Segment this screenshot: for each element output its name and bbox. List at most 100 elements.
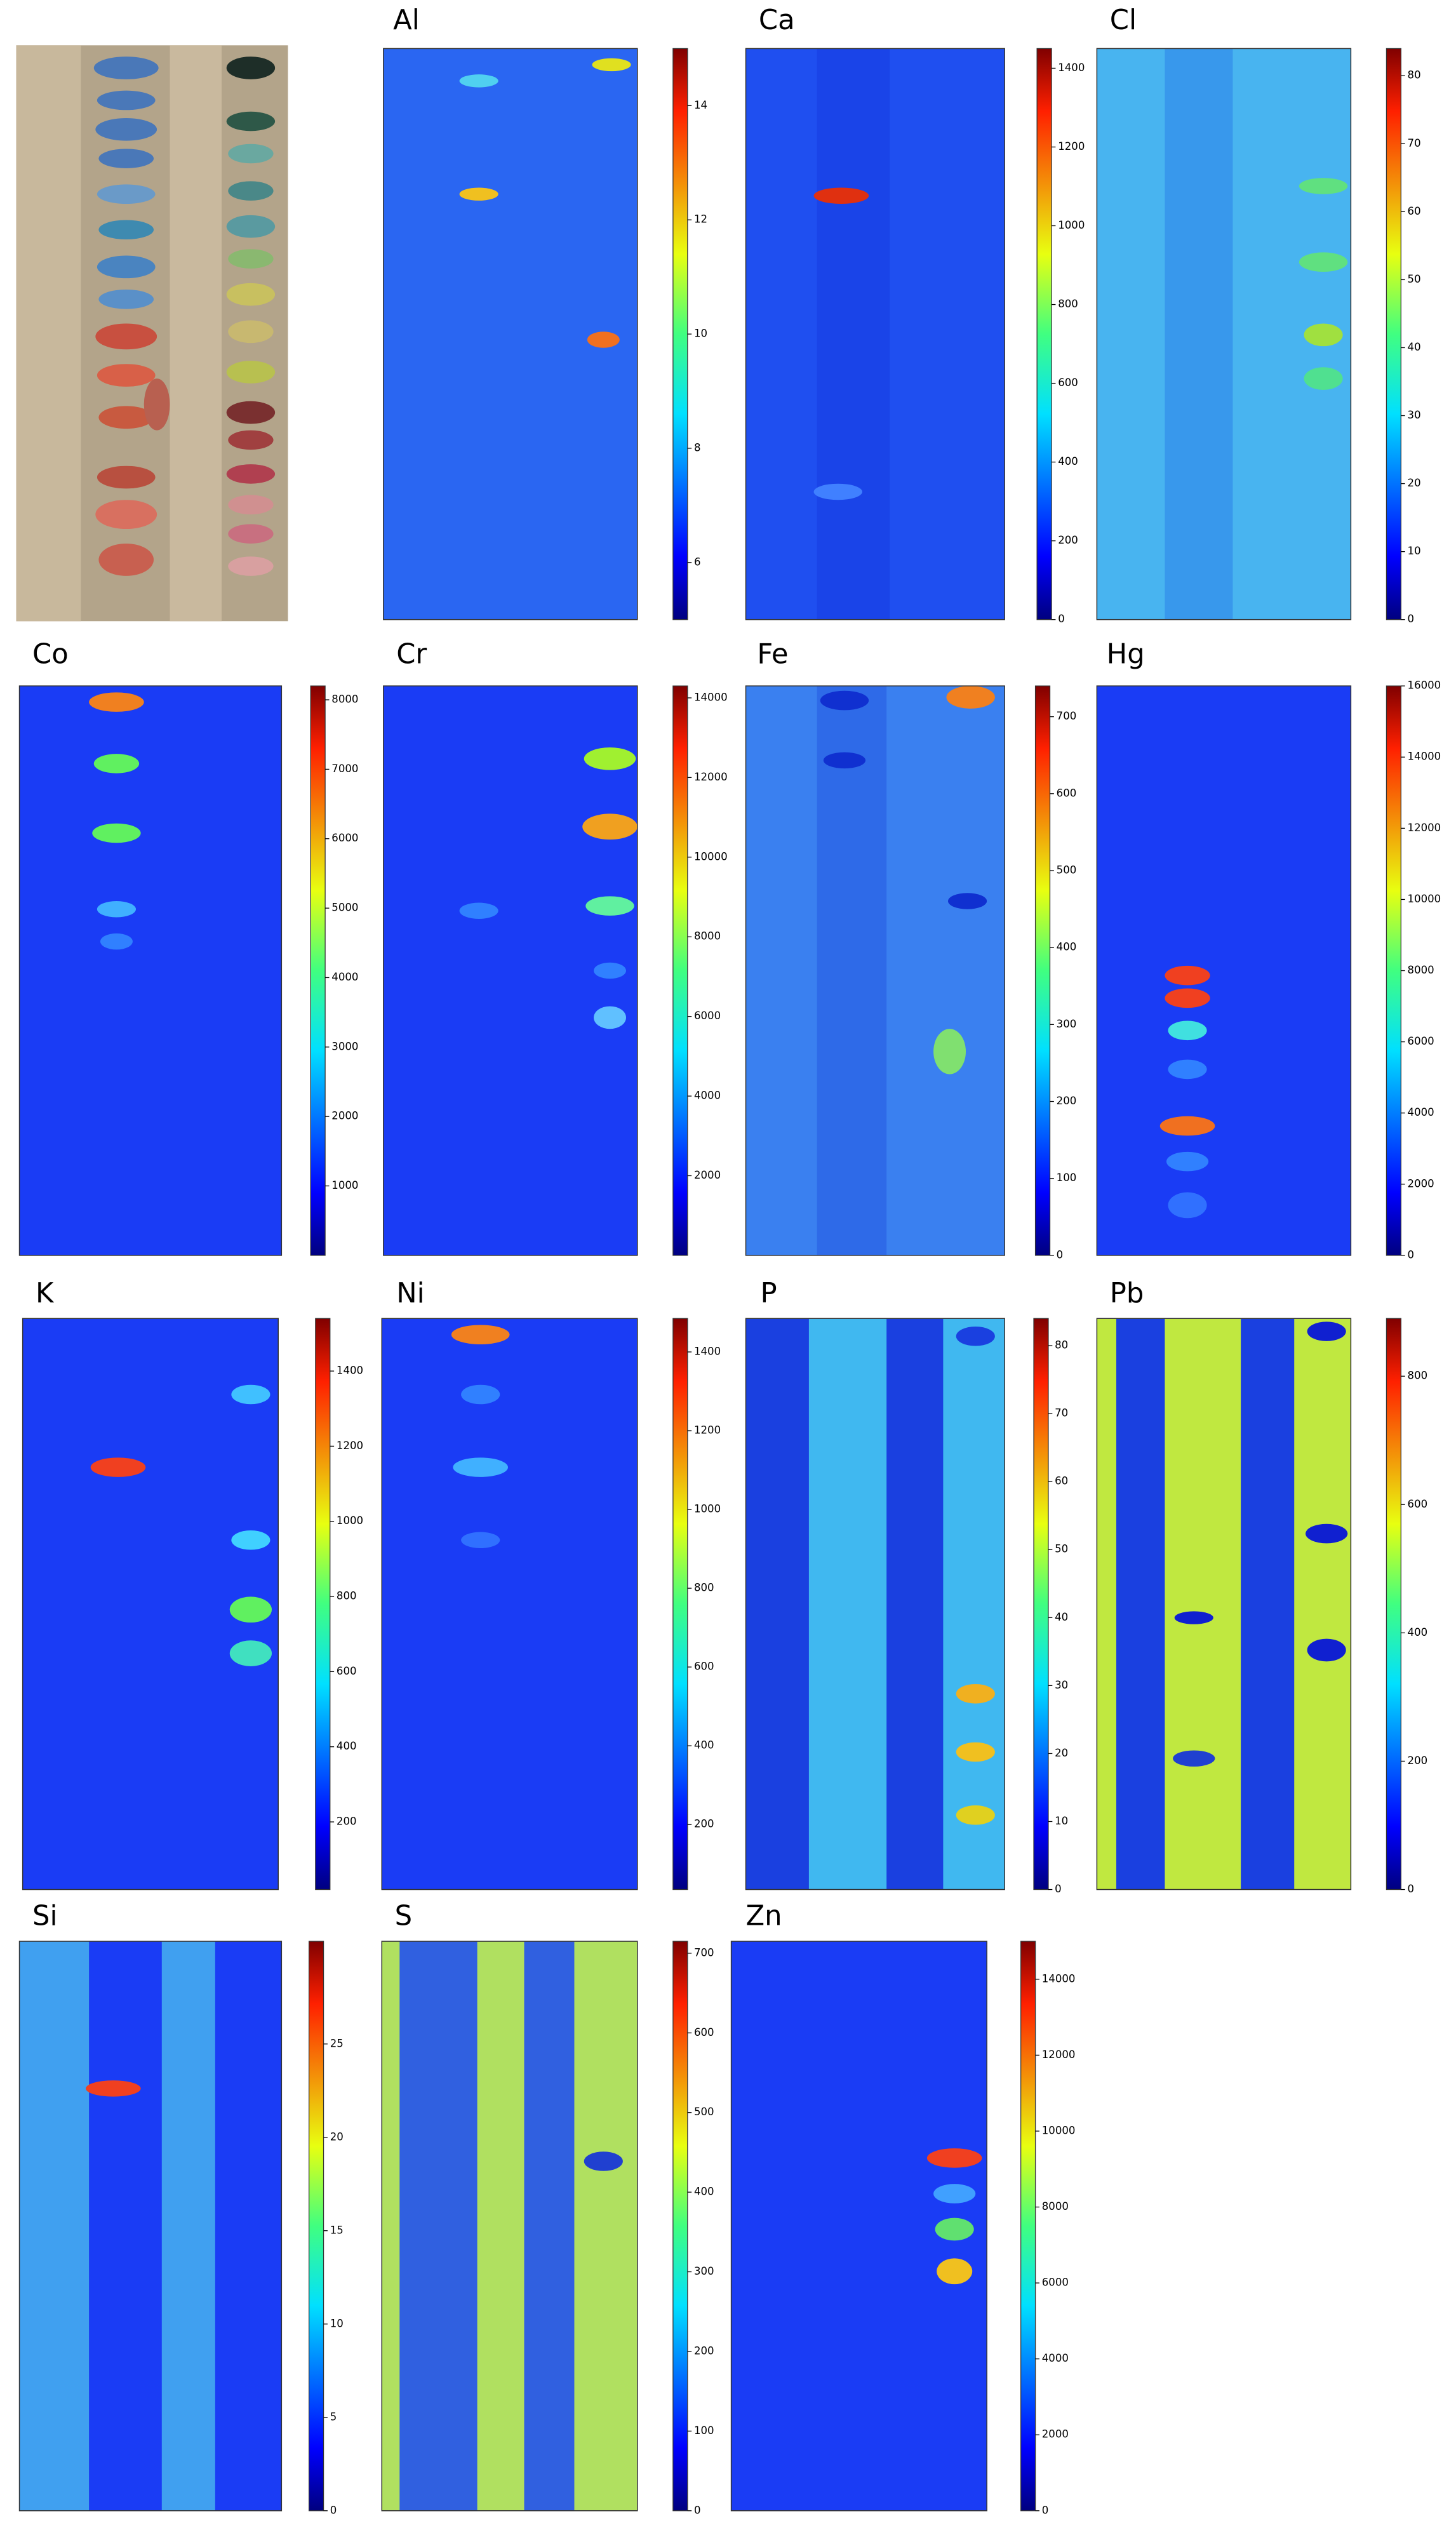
colorbar-tick-label: 4000 — [694, 1090, 721, 1102]
colorbar-tick-label: 6000 — [1042, 2277, 1069, 2289]
colorbar-tick-label: 1400 — [1058, 62, 1085, 74]
colorbar-tick-label: 300 — [694, 2265, 714, 2277]
map-spot — [1159, 1116, 1215, 1136]
map-stripe — [817, 686, 887, 1255]
map-spot — [587, 331, 620, 348]
map-spot — [1174, 1611, 1213, 1624]
map-stripe — [1165, 48, 1233, 620]
map-spot — [93, 754, 140, 773]
map-spot — [1304, 367, 1343, 390]
colorbar-tick-label: 600 — [1408, 1498, 1428, 1510]
panel: Fe 0 100 200 300 400 500 600 700 — [745, 638, 1077, 1261]
map-spot — [86, 2080, 141, 2097]
map-stripe — [524, 1941, 575, 2511]
map-spot — [1166, 1151, 1209, 1172]
panel: Pb 0 200 400 600 800 — [1096, 1278, 1428, 1895]
colorbar-tick-label: 2000 — [1042, 2428, 1069, 2440]
colorbar-tick-label: 800 — [337, 1590, 357, 1602]
map-spot — [1307, 1321, 1346, 1341]
colorbar-tick-label: 400 — [337, 1740, 357, 1752]
map-spot — [1299, 252, 1348, 272]
colorbar-tick-label: 1200 — [337, 1440, 363, 1452]
map-spot — [92, 823, 141, 843]
colorbar-tick-label: 14 — [694, 99, 707, 111]
map-spot — [956, 1742, 995, 1762]
map-spot — [946, 686, 995, 709]
panel-title: Hg — [1107, 638, 1145, 670]
map-spot — [592, 58, 631, 72]
colorbar-tick-label: 200 — [694, 1818, 714, 1830]
colorbar — [1033, 1318, 1049, 1890]
colorbar-tick-label: 800 — [1408, 1370, 1428, 1382]
element-map — [1096, 48, 1352, 620]
colorbar-tick-label: 40 — [1055, 1611, 1068, 1623]
map-spot — [1168, 1059, 1207, 1080]
colorbar-tick-label: 10 — [330, 2317, 344, 2329]
map-spot — [90, 1457, 146, 1477]
colorbar-tick-label: 0 — [330, 2504, 337, 2516]
element-map — [383, 48, 638, 620]
colorbar-tick-label: 14000 — [1408, 751, 1441, 763]
map-frame — [383, 48, 638, 620]
colorbar-tick-label: 80 — [1408, 69, 1421, 81]
element-map — [1096, 685, 1352, 1256]
panel-title: P — [760, 1278, 777, 1309]
colorbar — [672, 1941, 688, 2512]
colorbar — [1020, 1941, 1036, 2512]
colorbar-tick-label: 1400 — [337, 1365, 363, 1377]
element-map — [745, 48, 1005, 620]
colorbar-tick-label: 10000 — [694, 850, 728, 862]
map-spot — [100, 933, 133, 950]
colorbar-tick-label: 20 — [1408, 477, 1421, 489]
map-stripe — [19, 1941, 90, 2511]
colorbar-tick-label: 8 — [694, 441, 701, 453]
colorbar — [672, 1318, 688, 1890]
colorbar-tick-label: 30 — [1408, 409, 1421, 421]
colorbar-tick-label: 6 — [694, 556, 701, 568]
colorbar-tick-label: 5000 — [331, 902, 358, 914]
panel-title: Co — [32, 638, 69, 670]
map-spot — [1168, 1020, 1207, 1041]
colorbar-tick-label: 70 — [1055, 1407, 1068, 1419]
colorbar-tick-label: 600 — [694, 2026, 714, 2038]
map-spot — [1304, 323, 1343, 347]
panel: Al 6 8 10 12 14 — [383, 4, 707, 620]
colorbar-tick-label: 600 — [1058, 377, 1078, 389]
colorbar — [672, 685, 688, 1256]
panel: P 0 10 20 30 40 50 60 70 80 — [745, 1278, 1068, 1895]
map-spot — [461, 1384, 500, 1405]
sample-photo — [16, 45, 288, 622]
map-frame — [745, 685, 1005, 1256]
panel-title: S — [395, 1901, 412, 1932]
map-frame — [22, 1318, 279, 1890]
colorbar-tick-label: 20 — [1055, 1747, 1068, 1759]
colorbar-tick-label: 100 — [694, 2425, 714, 2437]
panel: Ca 0 200 400 600 800 1000 1200 1400 — [745, 4, 1085, 625]
colorbar-tick-label: 0 — [1408, 1883, 1415, 1895]
map-spot — [933, 2184, 976, 2204]
element-map — [383, 685, 638, 1256]
map-spot — [229, 1640, 272, 1666]
colorbar — [308, 1941, 324, 2512]
colorbar — [672, 48, 688, 620]
map-spot — [584, 2151, 623, 2171]
map-frame — [381, 1318, 638, 1890]
colorbar — [315, 1318, 331, 1890]
map-spot — [1168, 1192, 1207, 1219]
colorbar-tick-label: 1000 — [694, 1503, 721, 1515]
colorbar-tick-label: 8000 — [694, 930, 721, 942]
map-spot — [956, 1326, 995, 1346]
colorbar-tick-label: 7000 — [331, 763, 358, 775]
colorbar-tick-label: 14000 — [694, 691, 728, 703]
colorbar-tick-label: 200 — [1057, 1095, 1077, 1107]
colorbar — [1036, 48, 1052, 620]
map-spot — [1165, 988, 1210, 1008]
colorbar-tick-label: 200 — [1408, 1755, 1428, 1767]
map-spot — [935, 2217, 974, 2241]
map-spot — [1173, 1750, 1215, 1767]
map-stripe — [399, 1941, 478, 2511]
element-map — [730, 1941, 987, 2512]
colorbar-tick-label: 600 — [1057, 787, 1077, 799]
colorbar-tick-label: 10000 — [1408, 893, 1441, 905]
